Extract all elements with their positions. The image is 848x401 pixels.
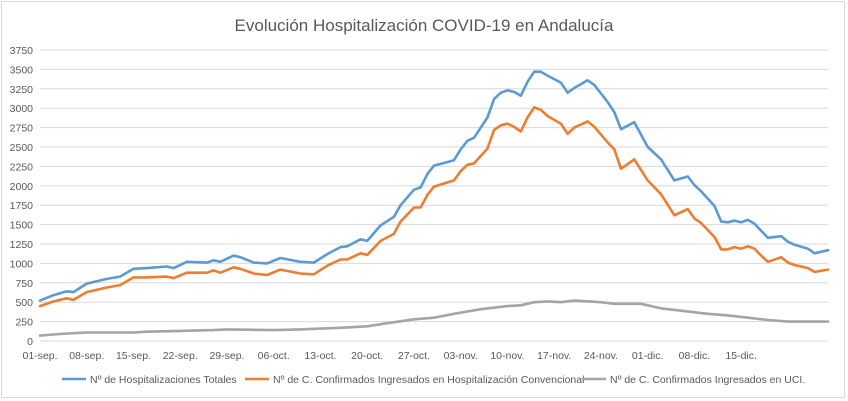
- x-axis-ticks: 01-sep. 08-sep. 15-sep. 22-sep. 29-sep. 06-oc…: [22, 350, 756, 362]
- x-tick-label: 27-oct.: [398, 350, 430, 362]
- y-tick-label: 500: [15, 297, 33, 309]
- y-tick-label: 3750: [10, 45, 34, 57]
- x-tick-label: 01-dic.: [632, 350, 664, 362]
- y-tick-label: 1500: [10, 220, 34, 232]
- y-tick-label: 2000: [10, 181, 34, 193]
- legend-label: Nº de C. Confirmados Ingresados en UCI.: [610, 374, 805, 386]
- series-line-2: [38, 106, 830, 308]
- y-tick-label: 2500: [10, 142, 34, 154]
- series-lines: [38, 70, 830, 337]
- y-tick-label: 1250: [10, 239, 34, 251]
- y-tick-label: 250: [15, 317, 33, 329]
- x-tick-label: 15-dic.: [725, 350, 757, 362]
- y-tick-label: 2750: [10, 123, 34, 135]
- series-line-1: [38, 70, 830, 302]
- legend: Nº de Hospitalizaciones Totales Nº de C. …: [62, 374, 805, 386]
- y-axis-ticks: 0 250 500 750 1000 1250 1500 1750 2000 2250 2500 27…: [10, 45, 34, 348]
- x-tick-label: 01-sep.: [22, 350, 57, 362]
- x-tick-label: 29-sep.: [209, 350, 244, 362]
- y-tick-label: 0: [27, 336, 33, 348]
- y-tick-label: 750: [15, 278, 33, 290]
- x-tick-label: 10-nov.: [490, 350, 524, 362]
- legend-label: Nº de C. Confirmados Ingresados en Hospi…: [273, 374, 584, 386]
- legend-label: Nº de Hospitalizaciones Totales: [90, 374, 237, 386]
- y-tick-label: 1000: [10, 258, 34, 270]
- x-tick-label: 22-sep.: [163, 350, 198, 362]
- x-tick-label: 08-dic.: [679, 350, 711, 362]
- chart-title: Evolución Hospitalización COVID-19 en An…: [235, 16, 614, 35]
- y-tick-label: 3000: [10, 103, 34, 115]
- x-tick-label: 08-sep.: [69, 350, 104, 362]
- x-tick-label: 20-oct.: [351, 350, 383, 362]
- y-tick-label: 1750: [10, 200, 34, 212]
- y-tick-label: 2250: [10, 161, 34, 173]
- y-tick-label: 3250: [10, 84, 34, 96]
- series-line-3: [38, 299, 830, 337]
- x-tick-label: 13-oct.: [304, 350, 336, 362]
- x-tick-label: 15-sep.: [116, 350, 151, 362]
- y-tick-label: 3500: [10, 64, 34, 76]
- x-tick-label: 24-nov.: [584, 350, 618, 362]
- x-tick-label: 06-oct.: [258, 350, 290, 362]
- x-tick-label: 03-nov.: [444, 350, 478, 362]
- x-tick-label: 17-nov.: [537, 350, 571, 362]
- gridlines: [40, 49, 828, 342]
